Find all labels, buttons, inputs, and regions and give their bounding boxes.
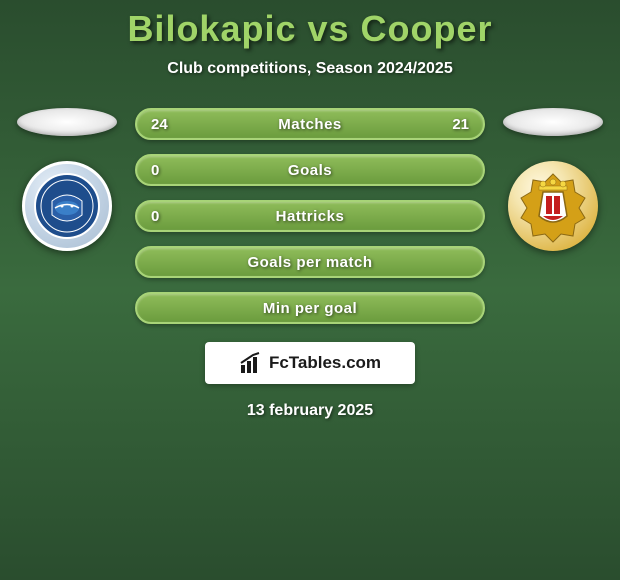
stat-row-matches: 24 Matches 21: [135, 108, 485, 140]
stat-row-hattricks: 0 Hattricks: [135, 200, 485, 232]
stat-label: Matches: [278, 116, 342, 133]
club-badge-left: [22, 161, 112, 251]
stat-row-goals: 0 Goals: [135, 154, 485, 186]
brand-text: FcTables.com: [269, 353, 381, 373]
right-player-column: [503, 108, 603, 251]
peterborough-crest-icon: [32, 171, 102, 241]
club-badge-right: [508, 161, 598, 251]
stevenage-crest-icon: [513, 166, 593, 246]
comparison-card: Bilokapic vs Cooper Club competitions, S…: [0, 0, 620, 420]
stat-label: Goals: [288, 162, 332, 179]
chart-icon: [239, 351, 263, 375]
stat-left-value: 24: [151, 116, 168, 133]
brand-badge: FcTables.com: [205, 342, 415, 384]
left-player-column: [17, 108, 117, 251]
player-avatar-left: [17, 108, 117, 136]
page-title: Bilokapic vs Cooper: [127, 8, 492, 50]
stat-left-value: 0: [151, 208, 159, 225]
stat-label: Min per goal: [263, 300, 357, 317]
stats-column: 24 Matches 21 0 Goals 0 Hattricks Goals …: [135, 108, 485, 324]
main-row: 24 Matches 21 0 Goals 0 Hattricks Goals …: [0, 108, 620, 324]
page-subtitle: Club competitions, Season 2024/2025: [167, 60, 452, 78]
stat-row-goals-per-match: Goals per match: [135, 246, 485, 278]
stat-right-value: 21: [452, 116, 469, 133]
date-text: 13 february 2025: [247, 402, 373, 420]
player-avatar-right: [503, 108, 603, 136]
stat-label: Hattricks: [276, 208, 345, 225]
stat-label: Goals per match: [247, 254, 372, 271]
stat-left-value: 0: [151, 162, 159, 179]
stat-row-min-per-goal: Min per goal: [135, 292, 485, 324]
